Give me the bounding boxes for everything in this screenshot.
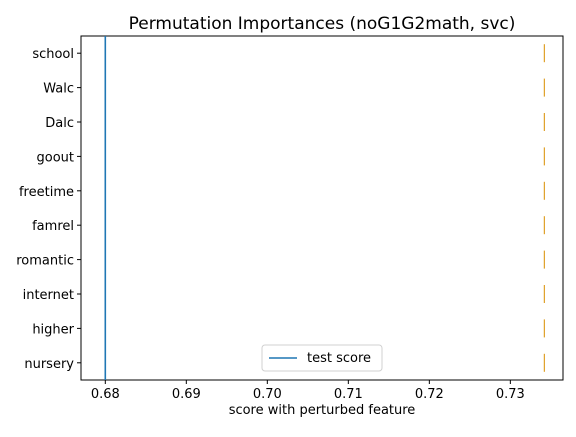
y-tick-label: famrel <box>32 219 74 234</box>
y-tick-label: internet <box>23 288 74 303</box>
chart-title: Permutation Importances (noG1G2math, svc… <box>129 14 516 34</box>
x-axis-title: score with perturbed feature <box>229 403 416 418</box>
x-tick-label: 0.71 <box>334 387 363 402</box>
y-tick-label: nursery <box>24 357 74 372</box>
y-tick-label: romantic <box>16 254 74 269</box>
y-tick-label: goout <box>37 150 75 165</box>
y-tick-label: Dalc <box>45 116 74 131</box>
y-tick-label: Walc <box>43 82 74 97</box>
legend-frame <box>261 344 383 372</box>
y-tick-label: school <box>32 47 74 62</box>
x-tick-label: 0.70 <box>253 387 282 402</box>
x-tick-label: 0.72 <box>415 387 444 402</box>
y-tick-label: higher <box>32 322 74 337</box>
x-tick-label: 0.69 <box>172 387 201 402</box>
legend: test score <box>261 344 383 372</box>
plot-area: 0.68 0.69 0.70 0.71 0.72 0.73 school Walc Dalc go… <box>16 35 564 402</box>
x-tick-label: 0.68 <box>91 387 120 402</box>
y-tick-label: freetime <box>19 185 74 200</box>
axes-frame <box>80 35 564 381</box>
legend-test-score-label: test score <box>307 351 371 366</box>
x-tick-label: 0.73 <box>496 387 525 402</box>
